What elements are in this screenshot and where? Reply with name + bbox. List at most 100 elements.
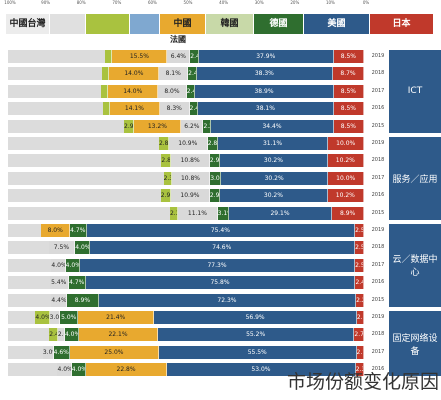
bar-segment-korea: 2.4% [188,67,197,81]
bar-segment-korea: 2.8% [207,137,218,150]
bar-segment-korea: 2.9% [209,154,221,168]
bar-segment-japan: 10.2% [327,154,364,168]
bar-track: 8.9%29.1%3.1%11.1%2.3% [8,206,364,220]
bar-segment-china: 8.0% [41,224,70,237]
bar-segment-china: 14.1% [109,102,160,116]
legend-item [50,14,86,34]
bar-segment-us: 72.3% [98,293,357,307]
bar-segment-us: 30.2% [220,171,329,185]
bar-segment-other: 10.8% [171,171,211,185]
bar-track: 2.0%56.9%21.4%5.0%3.0%4.0% [8,311,364,324]
bar-segment-other: 4.4% [51,293,68,307]
legend-item [130,14,160,34]
bar-row: 2.5%75.4%4.7%8.0% 2019 [8,224,441,237]
legend-item [86,14,130,34]
bar-segment-germany: 2.3% [169,206,179,220]
bar-segment-korea: 2.4% [186,84,196,98]
bar-segment-us: 30.2% [220,189,328,203]
bar-segment-china: 14.0% [108,84,159,98]
bar-segment-china: 21.4% [78,311,155,324]
bar-segment-other: 10.9% [171,189,210,203]
bar-segment-us: 53.0% [167,363,356,377]
bar-segment-korea: 4.0% [65,258,80,272]
bar-segment-korea: 4.7% [69,224,87,237]
bar-track: 2.5%75.4%4.7%8.0% [8,224,364,237]
bar-segment-us: 34.4% [211,119,334,133]
bar-track: 8.5%38.9%2.4%8.0%14.0% [8,84,364,98]
bar-row: 8.5%38.9%2.4%8.0%14.0% 2017 [8,84,441,98]
bar-segment-china: 15.5% [112,50,168,63]
year-label: 2017 [371,174,385,181]
year-label: 2018 [371,70,385,77]
section-label: 云／数据中心 [389,224,441,309]
year-label: 2015 [371,122,385,129]
bar-row: 2.5%77.3%4.0%4.0% 2017 [8,258,441,272]
bar-segment-korea: 8.9% [67,293,99,307]
bar-segment-korea: 2.4% [189,102,199,116]
bar-segment-us: 38.9% [195,84,334,98]
bar-segment-korea: 4.0% [75,241,90,255]
bar-segment-korea: 2.4% [190,50,199,63]
bar-segment-china: 25.0% [69,345,159,359]
legend-item: 日本 [370,14,434,34]
year-label: 2019 [371,314,385,320]
bar-segment-japan: 10.0% [328,171,364,185]
bar-row: 10.2%30.2%2.9%10.8%2.8% 2018 [8,154,441,168]
bar-segment-korea: 4.7% [68,276,86,290]
x-tick-label: 40% [219,0,229,5]
bar-track: 10.2%30.2%2.9%10.9%2.9% [8,189,364,203]
bar-track: 10.0%31.1%2.8%10.9%2.8% [8,137,364,150]
bar-segment-other: 8.3% [160,102,190,116]
bar-segment-japan: 2.2% [356,293,364,307]
bar-row: 2.3%53.0%22.8%4.0%4.0%2016 [8,363,441,377]
bar-segment-japan: 2.1% [356,345,364,359]
bar-segment-us: 38.3% [196,67,334,81]
bar-segment-japan: 2.7% [354,328,364,342]
bar-row: 8.9%29.1%3.1%11.1%2.3% 2015 [8,206,441,220]
section-label: 固定网络设备 [389,311,441,379]
year-label: 2016 [371,366,385,373]
bar-segment-us: 77.3% [79,258,356,272]
bar-segment-other: 11.1% [178,206,218,220]
bar-segment-other: 5.4% [49,276,69,290]
bar-segment-korea: 4.0% [71,363,86,377]
bar-segment-korea: 3.0% [210,171,221,185]
bar-segment-other: 8.0% [158,84,187,98]
legend-item: 韓國 [206,14,254,34]
caption: 市场份额变化原因 [286,371,439,393]
x-tick-label: 0% [362,0,370,5]
bar-segment-japan: 8.5% [333,119,364,133]
bar-row: 8.7%38.3%2.4%8.1%14.0% 2018 [8,67,441,81]
year-label: 2018 [371,331,385,338]
bar-segment-japan: 2.0% [356,311,364,324]
bar-row: 8.5%38.1%2.4%8.3%14.1% 2016 [8,102,441,116]
bar-segment-other: 8.1% [159,67,189,81]
bar-segment-us: 38.1% [198,102,334,116]
bar-track: 8.5%37.9%2.4%6.4%15.5% [8,50,364,63]
bar-segment-us: 74.6% [89,241,356,255]
year-label: 2017 [371,348,385,355]
year-label: 2017 [371,261,385,268]
x-axis: 100% 90% 80% 70% 60% 50% 40% 30% 20% 10% 0% [4,0,370,8]
bar-segment-japan: 8.7% [333,67,364,81]
x-tick-label: 50% [183,0,193,5]
year-label: 2019 [371,53,385,59]
legend-item: 美國 [304,14,370,34]
bar-segment-germany [102,67,110,81]
bar-track: 2.2%72.3%8.9%4.4% [8,293,364,307]
year-label: 2015 [371,296,385,303]
bar-row: 2.5%74.6%4.0%7.5% 2018 [8,241,441,255]
bar-track: 2.5%74.6%4.0%7.5% [8,241,364,255]
bar-segment-germany [101,84,109,98]
bar-segment-other: 6.2% [181,119,204,133]
bar-track: 2.5%77.3%4.0%4.0% [8,258,364,272]
x-tick-label: 70% [112,0,122,5]
bar-row: 2.7%55.2%22.1%4.0%2.0%2.4% 2018 [8,328,441,342]
bar-track: 2.1%55.5%25.0%4.6%3.0% [8,345,364,359]
bar-row: 2.0%56.9%21.4%5.0%3.0%4.0% 2019 [8,311,441,324]
bar-segment-other: 4.0% [57,363,72,377]
bar-segment-japan: 2.3% [355,363,364,377]
bar-track: 8.7%38.3%2.4%8.1%14.0% [8,67,364,81]
x-tick-label: 100% [4,0,16,5]
bar-row: 2.4%75.8%4.7%5.4% 2016 [8,276,441,290]
